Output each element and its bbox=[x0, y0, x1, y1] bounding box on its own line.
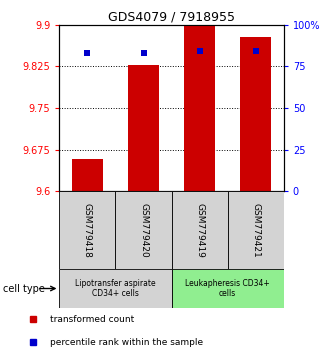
Bar bbox=[59, 191, 116, 269]
Text: transformed count: transformed count bbox=[50, 315, 134, 324]
Bar bbox=[184, 25, 215, 191]
Text: GSM779419: GSM779419 bbox=[195, 202, 204, 258]
Bar bbox=[228, 191, 284, 269]
Bar bbox=[240, 37, 271, 191]
Bar bbox=[72, 159, 103, 191]
Text: cell type: cell type bbox=[3, 284, 45, 293]
Text: Leukapheresis CD34+
cells: Leukapheresis CD34+ cells bbox=[185, 279, 270, 298]
Text: percentile rank within the sample: percentile rank within the sample bbox=[50, 338, 203, 347]
Text: GSM779420: GSM779420 bbox=[139, 203, 148, 257]
Bar bbox=[172, 191, 228, 269]
Bar bbox=[59, 269, 172, 308]
Bar bbox=[172, 269, 284, 308]
Bar bbox=[115, 191, 172, 269]
Title: GDS4079 / 7918955: GDS4079 / 7918955 bbox=[108, 11, 235, 24]
Text: GSM779421: GSM779421 bbox=[251, 203, 260, 257]
Text: Lipotransfer aspirate
CD34+ cells: Lipotransfer aspirate CD34+ cells bbox=[75, 279, 156, 298]
Text: GSM779418: GSM779418 bbox=[83, 202, 92, 258]
Bar bbox=[128, 65, 159, 191]
